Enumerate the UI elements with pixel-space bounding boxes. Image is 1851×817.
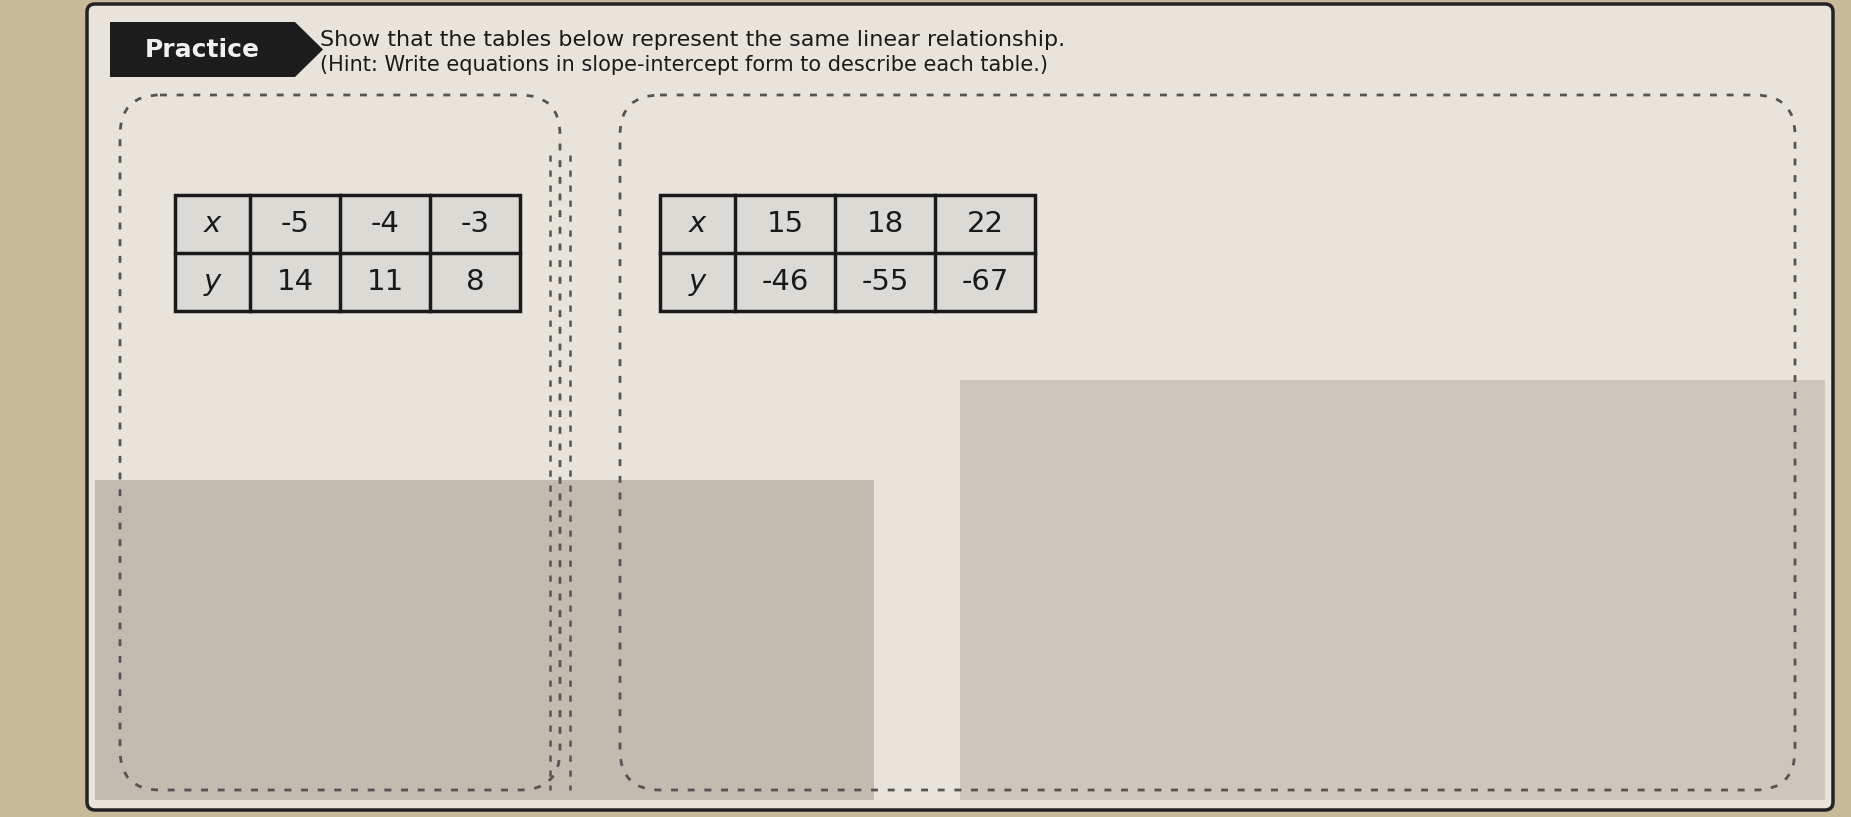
Text: -55: -55 [861, 268, 909, 296]
Text: -5: -5 [281, 210, 309, 238]
Text: y: y [204, 268, 220, 296]
Text: x: x [204, 210, 220, 238]
Bar [961, 380, 1825, 800]
FancyBboxPatch shape [87, 4, 1832, 810]
Text: 22: 22 [966, 210, 1003, 238]
Text: 15: 15 [766, 210, 803, 238]
Text: Practice: Practice [144, 38, 259, 61]
Text: 8: 8 [466, 268, 485, 296]
Text: x: x [689, 210, 705, 238]
Text: -46: -46 [761, 268, 809, 296]
Text: Show that the tables below represent the same linear relationship.: Show that the tables below represent the… [320, 30, 1064, 50]
Text: -3: -3 [461, 210, 489, 238]
Polygon shape [109, 22, 324, 77]
Bar [661, 195, 1035, 311]
Text: (Hint: Write equations in slope-intercept form to describe each table.): (Hint: Write equations in slope-intercep… [320, 55, 1048, 75]
Bar [176, 195, 520, 311]
Text: 14: 14 [276, 268, 313, 296]
Bar [176, 195, 520, 311]
Text: y: y [689, 268, 705, 296]
Bar [94, 480, 874, 800]
Text: 11: 11 [366, 268, 404, 296]
Bar [661, 195, 1035, 311]
Text: -67: -67 [961, 268, 1009, 296]
Text: -4: -4 [370, 210, 400, 238]
Text: 18: 18 [866, 210, 903, 238]
